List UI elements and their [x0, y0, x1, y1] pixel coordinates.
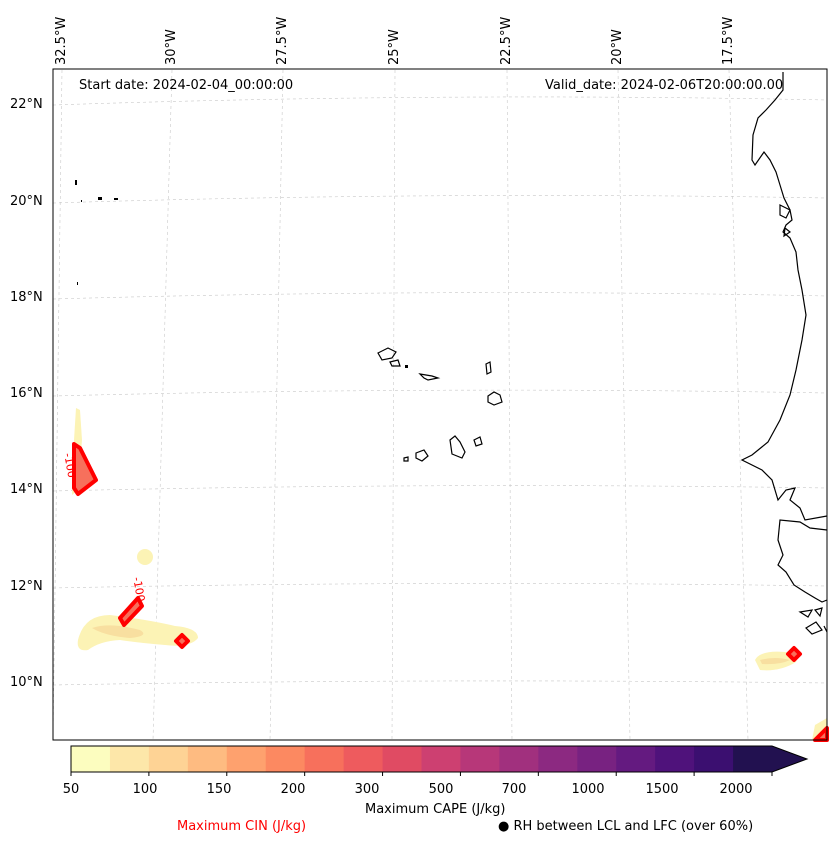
- colorbar-segment: [187, 746, 228, 772]
- colorbar-segment: [499, 746, 539, 772]
- africa-coast: [740, 72, 828, 521]
- colorbar-segment: [304, 746, 345, 772]
- graticule: [52, 69, 828, 741]
- colorbar-tick: 2000: [719, 782, 753, 797]
- dot-icon: ●: [498, 819, 510, 834]
- cape-verde-fogo: [415, 449, 429, 462]
- lat-label: 10°N: [10, 675, 43, 690]
- colorbar-segment: [148, 746, 189, 772]
- colorbar-extend-arrow: [772, 746, 807, 772]
- lon-label: 25°W: [387, 29, 402, 65]
- lat-label: 16°N: [10, 386, 43, 401]
- colorbar-segment: [616, 746, 656, 772]
- colorbar-segment: [577, 746, 617, 772]
- cape-verde-santo-antao: [377, 347, 397, 361]
- lon-label: 32.5°W: [54, 16, 69, 65]
- coastlines: [377, 72, 828, 635]
- colorbar-segment: [655, 746, 695, 772]
- start-date-label: Start date: 2024-02-04_00:00:00: [79, 78, 294, 93]
- cin-legend-label: Maximum CIN (J/kg): [177, 819, 307, 834]
- cape-contours: [72, 408, 827, 740]
- lon-label: 22.5°W: [499, 16, 514, 65]
- cape-verde-sal: [485, 361, 492, 375]
- cape-verde-sao-nicolau: [418, 373, 441, 381]
- cin-diamond-1: [174, 633, 190, 649]
- lat-label: 20°N: [10, 194, 43, 209]
- colorbar-outline: [70, 745, 809, 773]
- lon-label: 30°W: [164, 29, 179, 65]
- rh-legend: ● RH between LCL and LFC (over 60%): [498, 819, 753, 834]
- map-frame: [52, 68, 828, 741]
- cin-contour-south: [118, 596, 144, 627]
- lon-label: 17.5°W: [721, 16, 736, 65]
- senegal-coast: [777, 519, 828, 603]
- cin-diamond-2: [786, 646, 802, 662]
- colorbar-segment: [460, 746, 500, 772]
- lon-label: 27.5°W: [275, 16, 290, 65]
- lat-label: 12°N: [10, 579, 43, 594]
- cape-verde-santiago: [449, 435, 466, 459]
- cape-contours-inner: [92, 625, 790, 665]
- colorbar-segment: [71, 746, 111, 772]
- colorbar-label: Maximum CAPE (J/kg): [365, 802, 506, 817]
- colorbar-segment: [538, 746, 578, 772]
- valid-date-label: Valid_date: 2024-02-06T20:00:00.00: [545, 78, 784, 93]
- colorbar-tick: 500: [428, 782, 454, 797]
- lon-label: 20°W: [610, 29, 625, 65]
- lat-label: 22°N: [10, 97, 43, 112]
- cape-verde-brava: [403, 456, 409, 462]
- colorbar-tick: 150: [206, 782, 232, 797]
- cape-blob-small: [137, 549, 153, 565]
- colorbar-tick: 100: [132, 782, 158, 797]
- colorbar-segment: [226, 746, 267, 772]
- colorbar-tick: 200: [280, 782, 306, 797]
- colorbar-tick: 300: [354, 782, 380, 797]
- cape-verde-sao-vicente: [389, 359, 401, 367]
- small-islands: [75, 180, 408, 368]
- colorbar-segment: [265, 746, 306, 772]
- colorbar-segment: [382, 746, 422, 772]
- colorbar-segment: [733, 746, 773, 772]
- guinea-islands: [798, 607, 828, 635]
- cape-colorbar: [70, 745, 809, 776]
- colorbar-segment: [343, 746, 384, 772]
- cape-verde-maio: [473, 436, 483, 447]
- colorbar-tick: 700: [501, 782, 527, 797]
- lat-label: 18°N: [10, 290, 43, 305]
- cape-verde-boa-vista: [487, 391, 503, 406]
- lat-label: 14°N: [10, 482, 43, 497]
- colorbar-segment: [421, 746, 461, 772]
- colorbar-tick: 1000: [571, 782, 605, 797]
- colorbar-segment: [109, 746, 150, 772]
- cin-contour-west: [72, 442, 98, 496]
- colorbar-tick: 50: [62, 782, 80, 797]
- colorbar-segment: [694, 746, 734, 772]
- colorbar-tick: 1500: [645, 782, 679, 797]
- rh-legend-label: RH between LCL and LFC (over 60%): [513, 819, 754, 834]
